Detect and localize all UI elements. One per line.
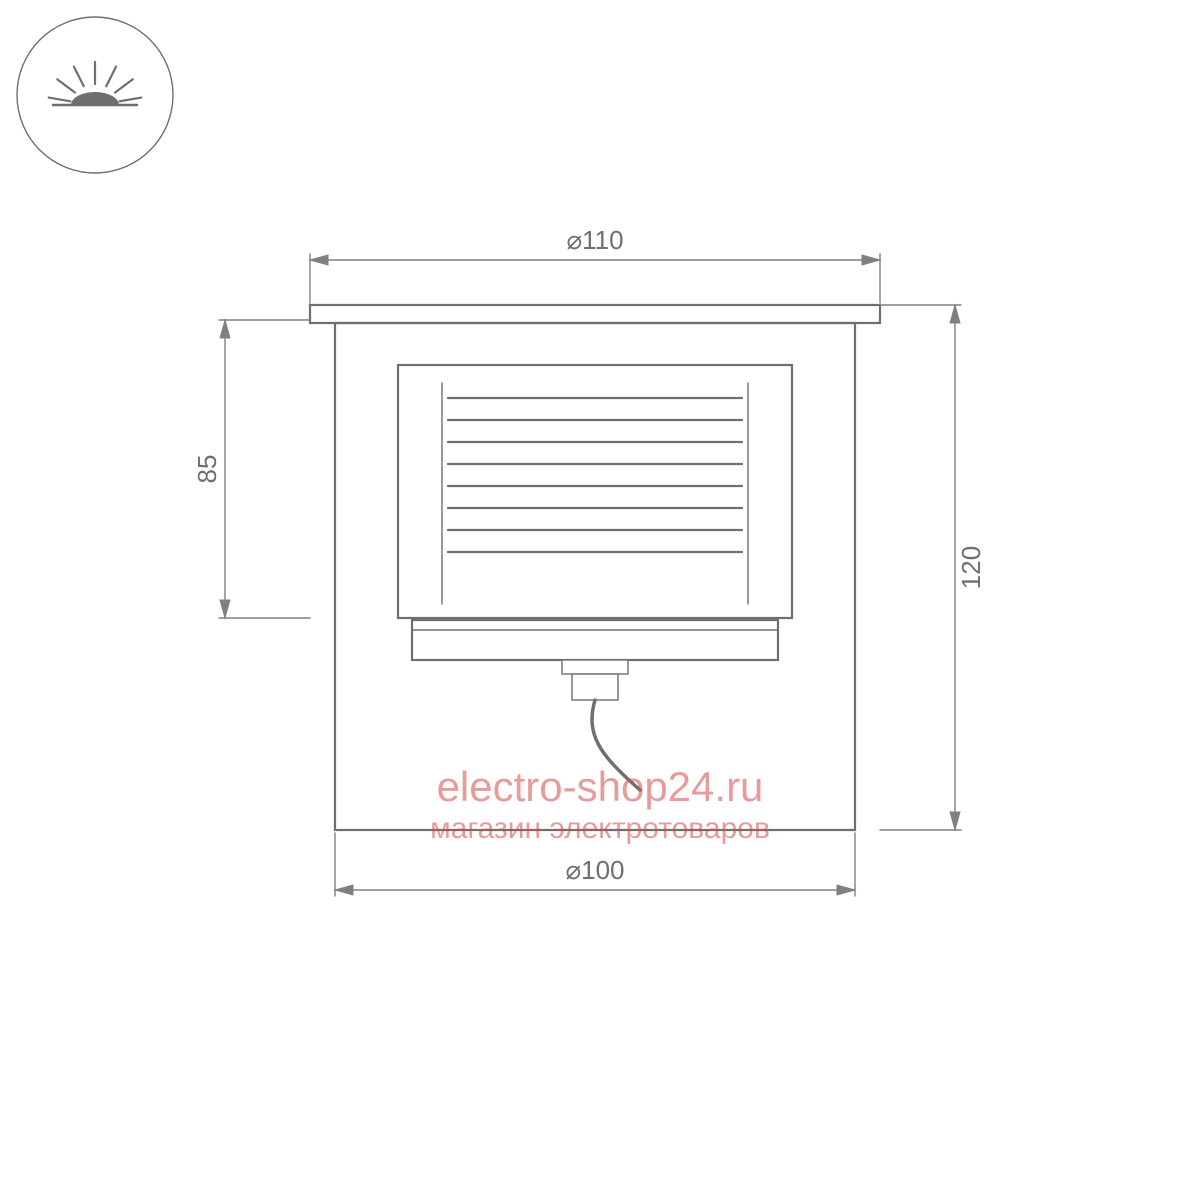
watermark: electro-shop24.ruмагазин электротоваров xyxy=(430,763,770,845)
dim-top: ⌀110 xyxy=(310,225,880,303)
dim-bottom-label: ⌀100 xyxy=(565,855,624,885)
dim-top-label: ⌀110 xyxy=(566,225,623,255)
flange xyxy=(310,305,880,323)
recessed-light-icon xyxy=(17,17,173,173)
dim-left: 85 xyxy=(192,320,310,618)
dim-right: 120 xyxy=(880,305,986,830)
watermark-line2: магазин электротоваров xyxy=(430,812,770,845)
fixture-body xyxy=(398,365,792,790)
technical-drawing: ⌀110 ⌀100 85 120 electro-shop24.ruмагазин эл… xyxy=(17,17,986,896)
dim-right-label: 120 xyxy=(956,546,986,589)
watermark-line1: electro-shop24.ru xyxy=(437,763,764,810)
dim-left-label: 85 xyxy=(192,455,222,484)
